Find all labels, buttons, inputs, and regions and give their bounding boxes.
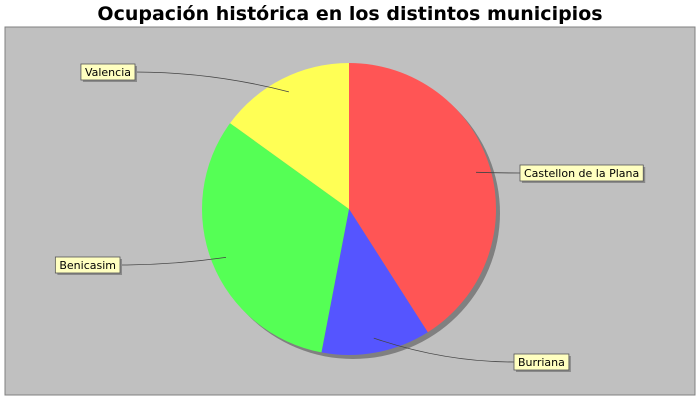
leader-lines (119, 71, 521, 363)
slice-label: Valencia (80, 63, 137, 82)
slice-label: Burriana (513, 353, 571, 372)
slice-label-box (513, 353, 570, 371)
pie-slice-valencia (230, 63, 349, 209)
slice-label-box (519, 164, 644, 182)
leader-line (373, 337, 515, 363)
slice-label-text: Benicasim (59, 259, 116, 272)
slice-label: Benicasim (54, 256, 122, 275)
chart-title: Ocupación histórica en los distintos mun… (97, 3, 603, 25)
pie-slice-benicasim (201, 123, 349, 353)
slice-labels: Castellon de la Plana Burriana Benicasim Va… (54, 63, 646, 372)
pie-slice-burriana (321, 209, 428, 355)
slice-label-text: Burriana (518, 356, 565, 369)
slice-label-text: Valencia (85, 66, 131, 79)
leader-line (475, 171, 521, 174)
slice-label-box (80, 63, 136, 81)
leader-line (134, 71, 290, 93)
slice-label-text: Castellon de la Plana (524, 167, 639, 180)
pie-slices (201, 63, 497, 355)
slice-label-box (54, 256, 121, 274)
pie-slice-castellon-de-la-plana (349, 63, 497, 333)
slice-label: Castellon de la Plana (519, 164, 646, 183)
leader-line (119, 257, 227, 266)
